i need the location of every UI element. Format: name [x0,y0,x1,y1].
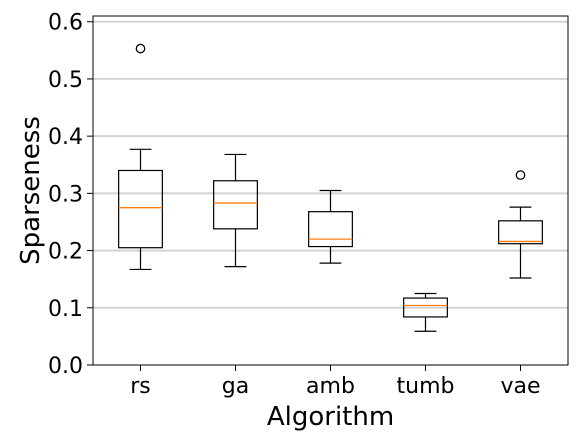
box-ga [213,153,258,268]
y-tick-label: 0.3 [48,182,83,207]
iqr-box [498,220,543,245]
x-axis-ticks: rs ga amb tumb vae [130,365,541,399]
y-tick-label: 0.4 [48,125,83,150]
x-tick-label: ga [222,374,249,399]
x-tick-label: vae [500,374,540,399]
boxes [118,43,543,332]
y-tick-label: 0.5 [48,68,83,93]
y-tick-label: 0.2 [48,240,83,265]
iqr-box [118,169,163,249]
x-axis-label: Algorithm [267,402,394,432]
box-vae [498,170,543,279]
y-tick-label: 0.6 [48,11,83,36]
y-axis-label: Sparseness [16,116,46,265]
outlier-point [515,170,526,180]
x-tick-label: tumb [397,374,455,399]
box-rs [118,43,163,271]
x-tick-label: amb [306,374,355,399]
y-axis-ticks: 0.0 0.1 0.2 0.3 0.4 0.5 0.6 [48,11,93,379]
iqr-box [403,297,448,318]
iqr-box [213,180,258,230]
iqr-box [308,211,353,248]
outlier-point [135,43,146,54]
box-tumb [403,292,448,332]
box-amb [308,189,353,264]
y-tick-label: 0.0 [48,354,83,379]
y-tick-label: 0.1 [48,297,83,322]
x-tick-label: rs [130,374,151,399]
